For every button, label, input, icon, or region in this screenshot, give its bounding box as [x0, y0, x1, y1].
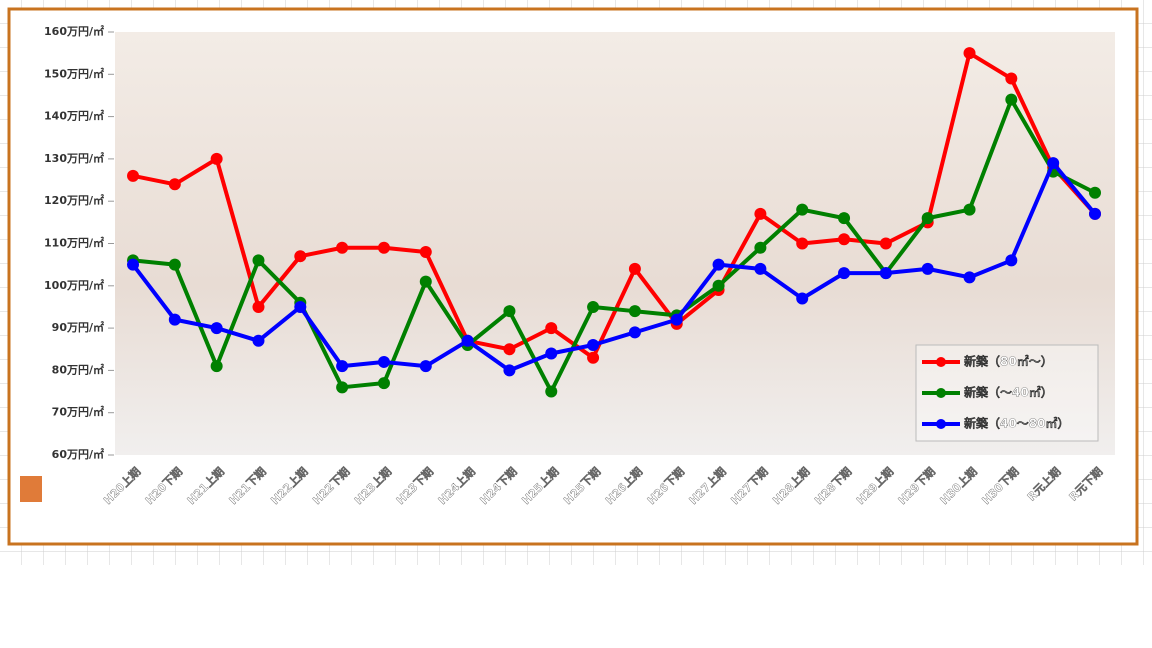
point: [1005, 72, 1018, 85]
y-tick-label: 70万円/㎡: [52, 405, 104, 419]
point: [921, 212, 934, 225]
y-tick-label: 150万円/㎡: [44, 66, 104, 80]
plot-background: [115, 32, 1115, 455]
point: [879, 267, 892, 280]
point: [670, 313, 683, 326]
point: [377, 377, 390, 390]
point: [545, 322, 558, 335]
point: [210, 152, 223, 165]
point: [503, 305, 516, 318]
point: [545, 347, 558, 360]
point: [587, 300, 600, 313]
y-tick-label: 90万円/㎡: [52, 320, 104, 334]
point: [419, 275, 432, 288]
legend-marker: [936, 419, 946, 429]
point: [336, 241, 349, 254]
legend-label: 新築（40～80㎡）: [964, 416, 1069, 431]
point: [587, 351, 600, 364]
point: [294, 250, 307, 263]
legend-label: 新築（80㎡～）: [964, 354, 1053, 369]
point: [210, 322, 223, 335]
point: [168, 313, 181, 326]
point: [168, 178, 181, 191]
point: [168, 258, 181, 271]
point: [503, 364, 516, 377]
point: [461, 334, 474, 347]
legend-marker: [936, 357, 946, 367]
point: [712, 258, 725, 271]
point: [419, 360, 432, 373]
point: [377, 355, 390, 368]
series-line: [131, 161, 1097, 373]
point: [545, 385, 558, 398]
point: [503, 343, 516, 356]
point: [796, 203, 809, 216]
point: [754, 207, 767, 220]
point: [838, 233, 851, 246]
y-tick-label: 60万円/㎡: [52, 447, 104, 461]
point: [252, 334, 265, 347]
point: [127, 258, 139, 271]
point: [336, 360, 349, 373]
point: [628, 262, 641, 275]
series-line: [132, 51, 1097, 360]
legend-marker: [936, 388, 946, 398]
point: [377, 241, 390, 254]
point: [796, 237, 809, 250]
y-tick-label: 140万円/㎡: [44, 109, 104, 123]
point: [1089, 207, 1101, 220]
point: [838, 212, 851, 225]
y-tick-label: 120万円/㎡: [44, 193, 104, 207]
point: [963, 47, 976, 60]
point: [963, 203, 976, 216]
point: [336, 381, 349, 394]
point: [921, 262, 934, 275]
point: [587, 339, 600, 352]
point: [252, 300, 265, 313]
point: [628, 326, 641, 339]
y-tick-label: 100万円/㎡: [44, 278, 104, 292]
point: [210, 360, 223, 373]
point: [628, 305, 641, 318]
legend-label: 新築（～40㎡）: [964, 385, 1053, 400]
y-tick-label: 160万円/㎡: [44, 24, 104, 38]
point: [252, 254, 265, 267]
point: [963, 271, 976, 284]
point: [1089, 186, 1101, 199]
y-tick-label: 110万円/㎡: [44, 236, 104, 250]
point: [1005, 254, 1018, 267]
point: [1005, 93, 1018, 106]
series-line: [132, 97, 1096, 394]
point: [879, 237, 892, 250]
point: [754, 241, 767, 254]
point: [838, 267, 851, 280]
logo-box: [20, 476, 42, 502]
y-tick-label: 130万円/㎡: [44, 151, 104, 165]
point: [796, 292, 809, 305]
point: [294, 300, 307, 313]
point: [419, 245, 432, 258]
point: [127, 169, 139, 182]
y-tick-label: 80万円/㎡: [52, 362, 104, 376]
point: [712, 279, 725, 292]
source-area: [0, 565, 1152, 648]
point: [754, 262, 767, 275]
point: [1047, 157, 1060, 170]
